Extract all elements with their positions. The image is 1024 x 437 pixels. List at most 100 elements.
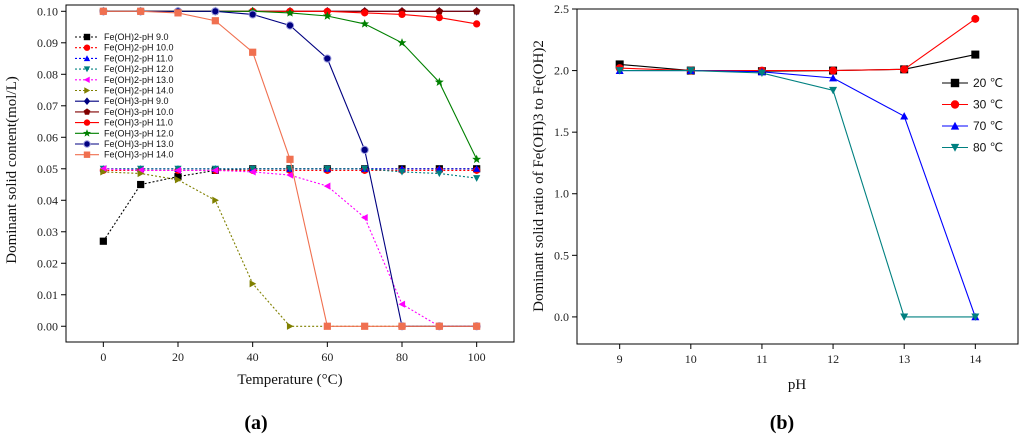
data-point (286, 322, 294, 330)
data-point (285, 21, 295, 30)
data-point (360, 19, 370, 28)
y-tick-label: 0.05 (37, 162, 58, 176)
data-point (137, 7, 145, 15)
data-point (435, 7, 444, 15)
y-tick-label: 0.03 (37, 225, 58, 239)
x-tick-label: 80 (396, 350, 408, 364)
x-tick-label: 11 (756, 352, 768, 366)
data-point (398, 300, 406, 308)
legend-label: 30 ℃ (973, 98, 1003, 112)
y-tick-label: 2.0 (554, 64, 569, 78)
data-point (900, 65, 909, 74)
chart-b-x-label: pH (788, 377, 807, 393)
legend-marker (950, 100, 960, 109)
data-point (361, 322, 369, 330)
legend-marker (83, 140, 91, 148)
data-point (323, 54, 332, 63)
y-tick-label: 0.00 (37, 319, 58, 333)
chart-a-y-label: Dominant solid content(mol/L) (4, 76, 20, 263)
chart-b: 9 10 11 12 13 14 0.0 0.5 1.0 1.5 2.0 2.5 20 ℃ 30 ℃ 70… (531, 2, 1019, 434)
legend-label: Fe(OH)3-pH 10.0 (104, 107, 174, 117)
y-tick-label: 0.06 (37, 130, 58, 144)
chart-b-y-label: Dominant solid ratio of Fe(OH)3 to Fe(OH… (531, 40, 547, 312)
series-line-0 (102, 168, 477, 242)
legend-label: Fe(OH)2-pH 12.0 (104, 64, 174, 74)
legend-marker (83, 44, 91, 51)
data-point (174, 173, 182, 181)
data-point (211, 166, 219, 174)
y-tick-label: 0.0 (554, 310, 569, 324)
x-tick-label: 40 (247, 350, 259, 364)
y-tick-label: 0.07 (37, 99, 58, 113)
legend-label: Fe(OH)3-pH 11.0 (104, 118, 173, 128)
data-point (397, 38, 407, 47)
data-point (323, 322, 331, 330)
legend-marker (84, 87, 91, 94)
data-point (99, 237, 107, 245)
data-point (435, 170, 443, 178)
data-point (249, 165, 257, 173)
data-point (174, 166, 182, 174)
y-tick-label: 0.02 (37, 256, 58, 270)
data-point (615, 67, 624, 75)
y-tick-label: 0.10 (37, 4, 58, 18)
legend-marker (83, 55, 91, 62)
data-point (971, 50, 980, 59)
data-point (473, 322, 481, 330)
data-point (472, 7, 481, 15)
data-point (211, 17, 219, 25)
legend-marker (83, 108, 91, 115)
y-tick-label: 0.04 (37, 193, 58, 207)
data-point (286, 171, 294, 179)
chart-a-x-label: Temperature (°C) (237, 372, 342, 388)
data-point (323, 182, 331, 190)
data-point (137, 169, 145, 178)
chart-a: 0 20 40 60 80 100 0.00 0.01 0.02 0.03 0.04 0.05 0.06… (4, 4, 515, 434)
data-point (137, 180, 145, 189)
panel-a-label: (a) (244, 412, 267, 434)
chart-b-ticks: 9 10 11 12 13 14 0.0 0.5 1.0 1.5 2.0 2.5 (554, 2, 981, 366)
data-point (174, 9, 182, 17)
legend-marker (950, 143, 960, 152)
data-point (473, 175, 481, 182)
legend-label: Fe(OH)3-pH 12.0 (104, 128, 174, 138)
legend-marker (83, 76, 90, 83)
data-point (398, 322, 406, 330)
data-point (249, 48, 257, 56)
chart-b-legend: 20 ℃ 30 ℃ 70 ℃ 80 ℃ (942, 76, 1003, 155)
y-tick-label: 1.5 (554, 125, 569, 139)
legend-marker (83, 33, 91, 41)
data-point (286, 155, 294, 163)
data-point (829, 66, 838, 75)
x-tick-label: 100 (468, 350, 486, 364)
data-point (971, 14, 980, 23)
legend-label: Fe(OH)2-pH 13.0 (104, 75, 174, 85)
series-line-5 (103, 171, 477, 327)
data-point (361, 165, 369, 173)
data-point (398, 168, 406, 176)
data-point (435, 165, 443, 172)
x-tick-label: 12 (827, 352, 839, 366)
data-point (137, 166, 144, 174)
legend-label: Fe(OH)2-pH 10.0 (104, 43, 174, 53)
legend-label: Fe(OH)3-pH 14.0 (104, 150, 174, 160)
x-tick-label: 13 (898, 352, 910, 366)
series-line-2 (619, 70, 976, 318)
data-point (323, 165, 331, 173)
data-point (686, 67, 695, 75)
legend-label: 20 ℃ (973, 76, 1003, 90)
x-tick-label: 14 (969, 352, 981, 366)
x-tick-label: 20 (172, 350, 184, 364)
data-point (971, 313, 980, 321)
chart-a-series (98, 6, 482, 331)
y-tick-label: 0.08 (37, 67, 58, 81)
data-point (900, 112, 909, 120)
data-point (249, 168, 256, 176)
legend-label: Fe(OH)3-pH 9.0 (104, 96, 169, 106)
series-line-1 (619, 18, 976, 72)
data-point (100, 168, 107, 176)
legend-marker (83, 97, 91, 106)
y-tick-label: 2.5 (554, 2, 569, 16)
data-point (285, 8, 295, 17)
